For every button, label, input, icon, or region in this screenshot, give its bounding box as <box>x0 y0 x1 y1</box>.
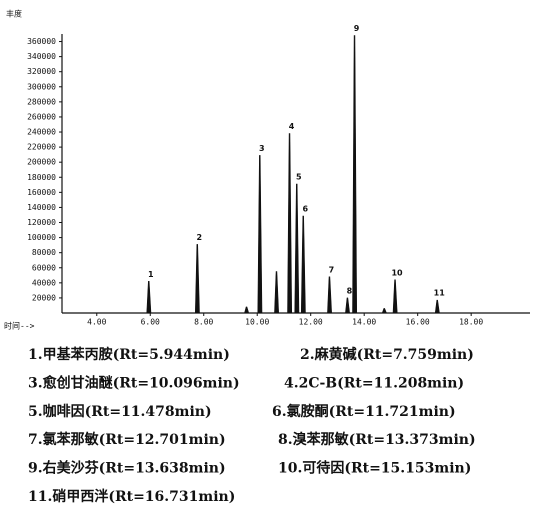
x-tick-label: 18.00 <box>459 318 483 327</box>
y-tick-label: 200000 <box>27 158 56 167</box>
peak-label: 1 <box>148 270 154 279</box>
x-tick-label: 6.00 <box>141 318 160 327</box>
y-tick-label: 180000 <box>27 173 56 182</box>
peak <box>381 308 387 314</box>
y-tick-label: 40000 <box>32 278 56 287</box>
legend-entry: 11.硝甲西泮(Rt=16.731min) <box>28 488 235 505</box>
legend-entry: 2.麻黄碱(Rt=7.759min) <box>300 346 474 363</box>
legend-entry: 8.溴苯那敏(Rt=13.373min) <box>278 431 476 448</box>
y-tick-label: 240000 <box>27 128 56 137</box>
y-tick-label: 120000 <box>27 218 56 227</box>
legend-entry: 5.咖啡因(Rt=11.478min) <box>28 403 212 420</box>
legend-entry: 10.可待因(Rt=15.153min) <box>278 460 471 477</box>
legend-entry: 9.右美沙芬(Rt=13.638min) <box>28 460 226 477</box>
x-tick-label: 14.00 <box>352 318 376 327</box>
peak-label: 2 <box>197 233 203 242</box>
legend-entry: 1.甲基苯丙胺(Rt=5.944min) <box>28 346 230 363</box>
peak-label: 6 <box>302 205 308 214</box>
y-tick-label: 260000 <box>27 112 56 121</box>
peak <box>352 35 358 314</box>
peak <box>146 281 152 314</box>
y-tick-label: 280000 <box>27 97 56 106</box>
peak <box>434 299 440 314</box>
y-tick-label: 220000 <box>27 143 56 152</box>
peak <box>345 297 350 314</box>
legend-entry: 3.愈创甘油醚(Rt=10.096min) <box>28 374 240 391</box>
y-tick-label: 340000 <box>27 52 56 61</box>
legend-entry: 7.氯苯那敏(Rt=12.701min) <box>28 431 226 448</box>
y-axis-label: 丰度 <box>6 9 22 19</box>
x-tick-label: 10.00 <box>245 318 269 327</box>
peak-label: 3 <box>259 144 265 153</box>
peak <box>294 183 300 314</box>
peak-label: 8 <box>347 286 353 295</box>
peak-label: 11 <box>434 289 446 298</box>
peak <box>287 133 293 314</box>
peak <box>300 215 306 314</box>
x-axis-label: 时间--> <box>4 321 35 331</box>
x-tick-label: 8.00 <box>194 318 213 327</box>
peak-label: 5 <box>296 173 302 182</box>
y-tick-label: 20000 <box>32 293 56 302</box>
peak <box>274 271 279 314</box>
y-tick-label: 160000 <box>27 188 56 197</box>
y-tick-label: 360000 <box>27 37 56 46</box>
y-tick-label: 80000 <box>32 248 56 257</box>
peak <box>392 279 398 314</box>
x-tick-label: 12.00 <box>299 318 323 327</box>
peak <box>257 155 263 314</box>
y-tick-label: 300000 <box>27 82 56 91</box>
peak-label: 7 <box>329 265 335 274</box>
peak-label: 9 <box>354 24 360 33</box>
legend-entry: 6.氯胺酮(Rt=11.721min) <box>272 403 456 420</box>
y-tick-label: 60000 <box>32 263 56 272</box>
peak <box>327 276 332 314</box>
y-tick-label: 320000 <box>27 67 56 76</box>
x-tick-label: 16.00 <box>406 318 430 327</box>
legend-entry: 4.2C-B(Rt=11.208min) <box>284 375 464 391</box>
x-tick-label: 4.00 <box>87 318 106 327</box>
peak-label: 4 <box>289 122 295 131</box>
y-tick-label: 140000 <box>27 203 56 212</box>
peak <box>244 306 250 314</box>
peak <box>194 244 200 314</box>
y-tick-label: 100000 <box>27 233 56 242</box>
peak-label: 10 <box>391 268 403 277</box>
